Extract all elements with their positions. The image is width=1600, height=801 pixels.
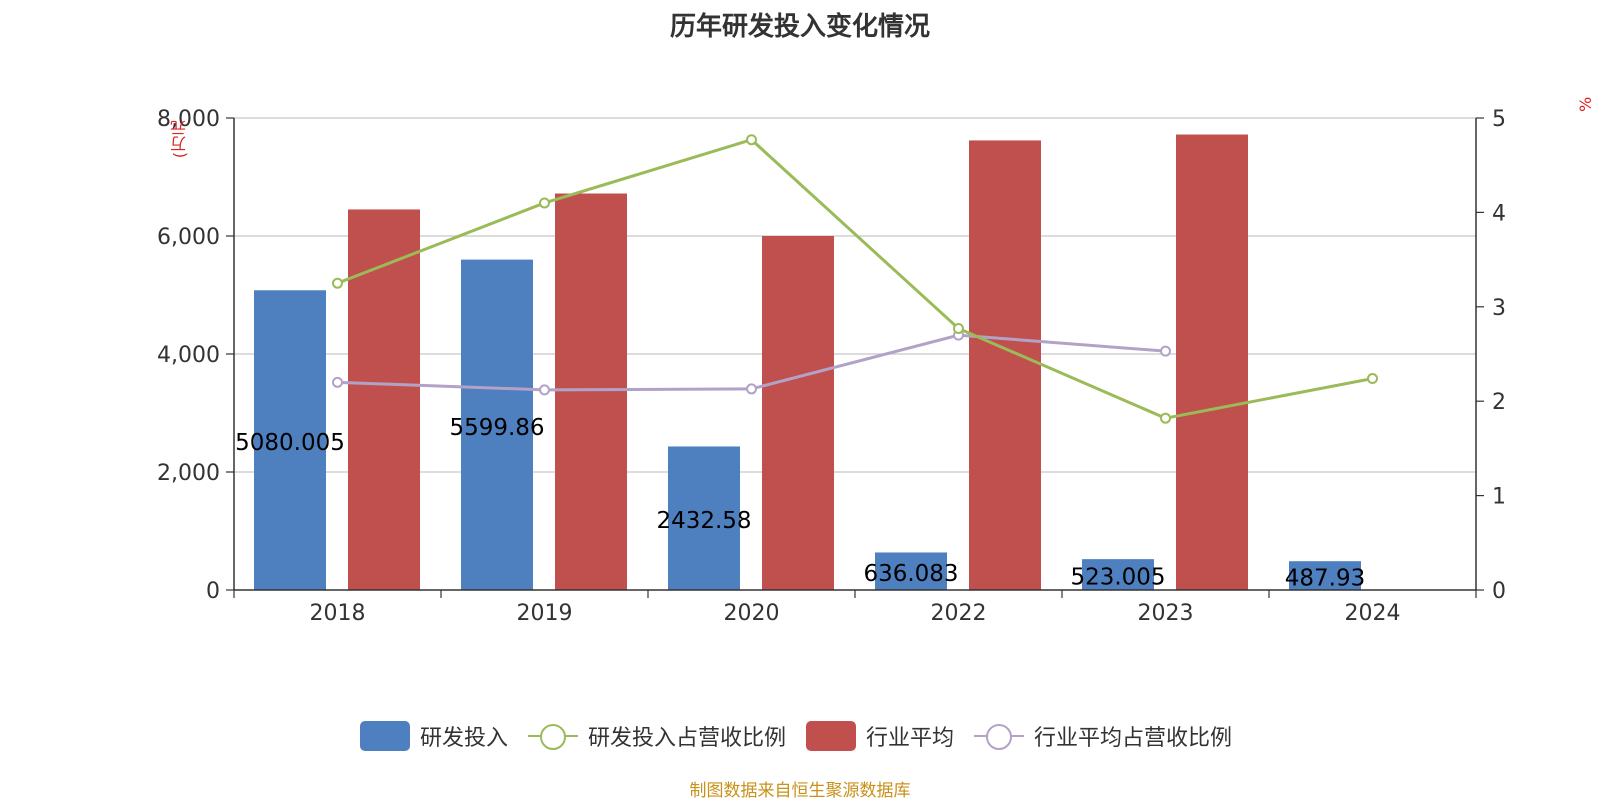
bar-rd: [668, 446, 740, 590]
legend-label-rd: 研发投入: [419, 726, 508, 751]
legend-swatch-industry-ratio: [974, 721, 1025, 751]
data-label-rd: 5599.86: [449, 415, 544, 441]
legend-swatch-industry: [806, 721, 856, 751]
x-tick-label: 2022: [931, 601, 987, 626]
bar-industry: [555, 193, 627, 590]
legend-item-rd[interactable]: 研发投入: [359, 720, 508, 752]
bar-rd: [254, 290, 326, 590]
legend-label-rd-ratio: 研发投入占营收比例: [587, 726, 786, 751]
x-tick-label: 2020: [724, 601, 780, 626]
y-right-tick-label: 5: [1492, 107, 1506, 132]
chart-title: 历年研发投入变化情况: [669, 12, 930, 42]
y-right-tick-label: 3: [1492, 296, 1506, 321]
bar-rd: [875, 552, 947, 590]
axes: 0 2,000 4,000 6,000 8,000 0 1 2 3 4 5 2018 2019 2020 2…: [157, 107, 1506, 626]
bars: [254, 134, 1361, 591]
data-label-rd: 636.083: [863, 561, 958, 587]
industry-ratio-point: [1160, 345, 1171, 357]
grid-lines: [234, 117, 1476, 473]
bar-rd: [1289, 561, 1361, 590]
y-right-tick-label: 2: [1492, 390, 1506, 415]
bar-industry: [762, 236, 834, 590]
rd-ratio-point: [953, 323, 964, 335]
data-label-rd: 487.93: [1285, 566, 1365, 592]
y-right-tick-label: 4: [1492, 201, 1506, 226]
y-left-tick-label: 4,000: [157, 343, 220, 368]
y-left-tick-label: 8,000: [157, 107, 220, 132]
y-right-tick-label: 0: [1492, 579, 1506, 604]
source-note: 制图数据来自恒生聚源数据库: [689, 781, 911, 801]
data-labels: 5080.005 5599.86 2432.58 636.083 523.005 487.…: [235, 415, 1365, 592]
legend-swatch-rd: [359, 721, 410, 751]
y-left-tick-label: 6,000: [157, 225, 220, 250]
bar-rd: [1082, 559, 1154, 590]
data-label-rd: 2432.58: [656, 508, 751, 534]
x-tick-label: 2024: [1345, 601, 1401, 626]
y-left-tick-label: 2,000: [157, 461, 220, 486]
bar-industry: [1176, 134, 1248, 590]
rd-ratio-point: [539, 197, 550, 209]
y-left-tick-label: 0: [206, 579, 220, 604]
lines: [332, 134, 1378, 424]
legend-swatch-rd-ratio: [527, 721, 578, 751]
rd-ratio-line: [336, 138, 1373, 420]
legend-label-industry: 行业平均: [866, 726, 955, 751]
data-label-rd: 5080.005: [235, 430, 345, 456]
x-tick-label: 2018: [310, 601, 366, 626]
industry-ratio-point: [332, 376, 343, 388]
industry-ratio-point: [746, 383, 757, 395]
rd-ratio-point: [1367, 373, 1378, 385]
left-axis-unit: (万元: [170, 120, 189, 159]
legend-item-industry[interactable]: 行业平均: [806, 720, 954, 752]
right-axis-unit: %: [1576, 96, 1595, 112]
x-tick-label: 2023: [1138, 601, 1194, 626]
legend-label-industry-ratio: 行业平均占营收比例: [1034, 726, 1233, 751]
legend-item-rd-ratio[interactable]: 研发投入占营收比例: [527, 720, 786, 752]
data-label-rd: 523.005: [1070, 565, 1165, 591]
rd-ratio-point: [1160, 412, 1171, 424]
y-right-tick-label: 1: [1492, 485, 1506, 510]
x-tick-label: 2019: [517, 601, 573, 626]
rd-ratio-point: [332, 277, 343, 289]
bar-industry: [969, 140, 1041, 591]
rd-ratio-point: [746, 134, 757, 146]
bar-rd: [461, 259, 533, 590]
legend: 研发投入 研发投入占营收比例 行业平均 行业平均占营收比例: [0, 720, 1600, 752]
legend-item-industry-ratio[interactable]: 行业平均占营收比例: [974, 720, 1232, 752]
industry-ratio-point: [539, 384, 550, 396]
